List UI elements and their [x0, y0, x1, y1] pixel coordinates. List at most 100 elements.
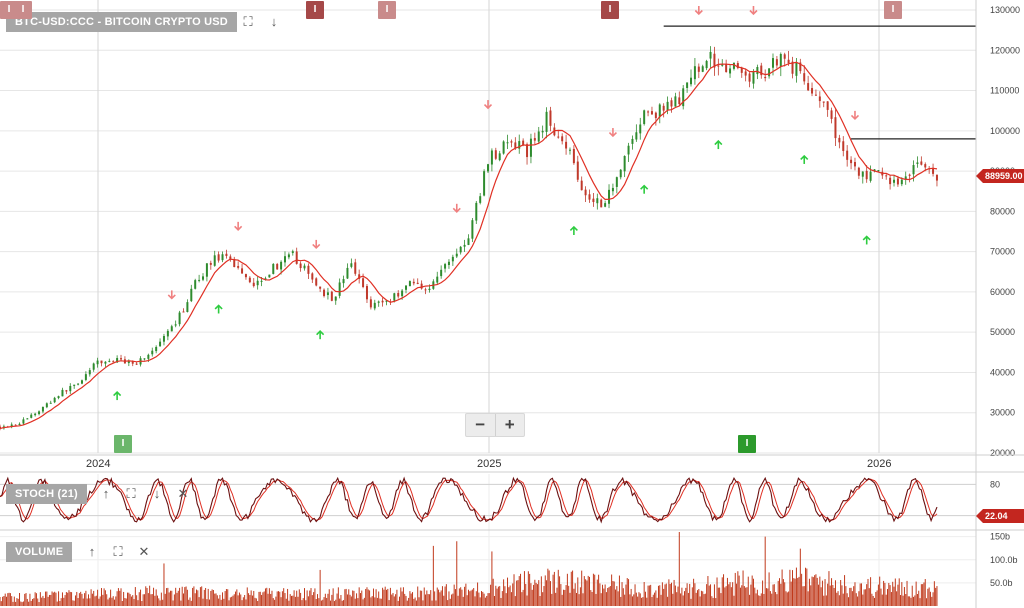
candle-body — [369, 299, 372, 308]
event-flag[interactable]: I — [601, 1, 619, 19]
moving-average-line — [0, 61, 938, 430]
event-flag[interactable]: I — [0, 1, 18, 19]
candle — [705, 59, 708, 71]
candle — [713, 46, 716, 76]
candle — [319, 286, 322, 292]
close-icon[interactable]: ✕ — [177, 486, 189, 501]
candle-body — [174, 324, 177, 326]
zoom-in-button[interactable]: + — [494, 414, 525, 436]
candle-body — [611, 187, 614, 192]
candle — [487, 163, 489, 174]
candle-body — [822, 101, 825, 103]
candle — [760, 62, 763, 79]
candle — [697, 63, 700, 79]
candle — [358, 269, 361, 284]
candle — [647, 110, 650, 117]
stoch-panel-label[interactable]: STOCH (21) — [6, 484, 87, 504]
candle — [447, 259, 450, 269]
candle — [729, 64, 732, 78]
arrow-down-icon[interactable]: ↓ — [153, 486, 161, 501]
arrow-head — [167, 294, 176, 300]
candle — [588, 189, 591, 203]
candle-body — [557, 136, 560, 138]
candle-body — [514, 142, 517, 149]
event-flag[interactable]: I — [378, 1, 396, 19]
candle — [162, 333, 165, 346]
candle-body — [428, 288, 431, 291]
candle-body — [401, 290, 404, 297]
candle-body — [674, 96, 677, 107]
candle-body — [162, 336, 165, 342]
candle — [451, 254, 454, 266]
candle — [248, 276, 251, 284]
price-tick-label: 100000 — [990, 126, 1020, 136]
expand-icon[interactable]: ⛶ — [113, 544, 123, 559]
candle-body — [588, 194, 591, 200]
arrow-head — [234, 225, 243, 231]
candle-body — [764, 76, 767, 79]
candle — [721, 59, 724, 67]
candle-body — [0, 426, 1, 429]
candle — [416, 278, 419, 285]
candle-body — [498, 153, 501, 161]
event-flag[interactable]: I — [114, 435, 132, 453]
candle — [814, 89, 817, 96]
candle-body — [783, 54, 786, 59]
candle-body — [650, 111, 653, 115]
last-price-tag: 88959.00 — [976, 169, 1024, 183]
candle — [623, 155, 626, 178]
expand-icon[interactable]: ⛶ — [243, 14, 253, 29]
candle-body — [346, 267, 349, 279]
event-flag[interactable]: I — [306, 1, 324, 19]
candle — [65, 389, 68, 395]
candle — [77, 383, 80, 386]
candle — [209, 260, 212, 270]
arrow-head — [608, 131, 617, 138]
event-flag[interactable]: I — [884, 1, 902, 19]
arrow-down-icon[interactable]: ↓ — [270, 14, 278, 29]
candle-body — [506, 142, 509, 144]
event-flag[interactable]: I — [14, 1, 32, 19]
candle — [377, 300, 380, 307]
arrow-up-icon[interactable]: ↑ — [102, 486, 110, 501]
candle — [307, 263, 310, 280]
candle-body — [393, 293, 396, 301]
candle — [80, 379, 83, 385]
candle — [928, 165, 931, 174]
volume-panel-label[interactable]: VOLUME — [6, 542, 73, 562]
candle-body — [522, 140, 525, 146]
candle-body — [826, 101, 829, 110]
event-flag[interactable]: I — [738, 435, 756, 453]
candle — [717, 58, 720, 76]
buy-signal-arrow — [214, 304, 223, 314]
candle-body — [186, 302, 189, 312]
price-panel-label[interactable]: BTC-USD:CCC - BITCOIN CRYPTO USD — [6, 12, 237, 32]
candle — [674, 92, 677, 107]
candle-body — [475, 202, 478, 221]
candle-body — [147, 354, 150, 359]
candle — [84, 371, 87, 382]
arrow-up-icon[interactable]: ↑ — [88, 544, 96, 559]
candle — [619, 168, 622, 180]
close-icon[interactable]: ✕ — [138, 544, 150, 559]
expand-icon[interactable]: ⛶ — [126, 486, 136, 501]
candle-body — [857, 167, 860, 176]
zoom-out-button[interactable]: − — [475, 415, 486, 434]
buy-signal-arrow — [640, 184, 649, 194]
candle — [811, 82, 814, 97]
candle-body — [705, 60, 708, 69]
price-tick-label: 70000 — [990, 247, 1015, 257]
candle-body — [814, 94, 817, 96]
candle-body — [654, 112, 657, 119]
candle — [26, 418, 29, 420]
candle — [834, 109, 837, 147]
candle — [405, 285, 408, 294]
candle-body — [408, 281, 411, 287]
candle-body — [467, 238, 470, 245]
candle-body — [451, 256, 454, 262]
candle-body — [217, 254, 220, 261]
candle — [295, 247, 298, 265]
candle — [112, 360, 115, 363]
candle-body — [198, 279, 201, 281]
